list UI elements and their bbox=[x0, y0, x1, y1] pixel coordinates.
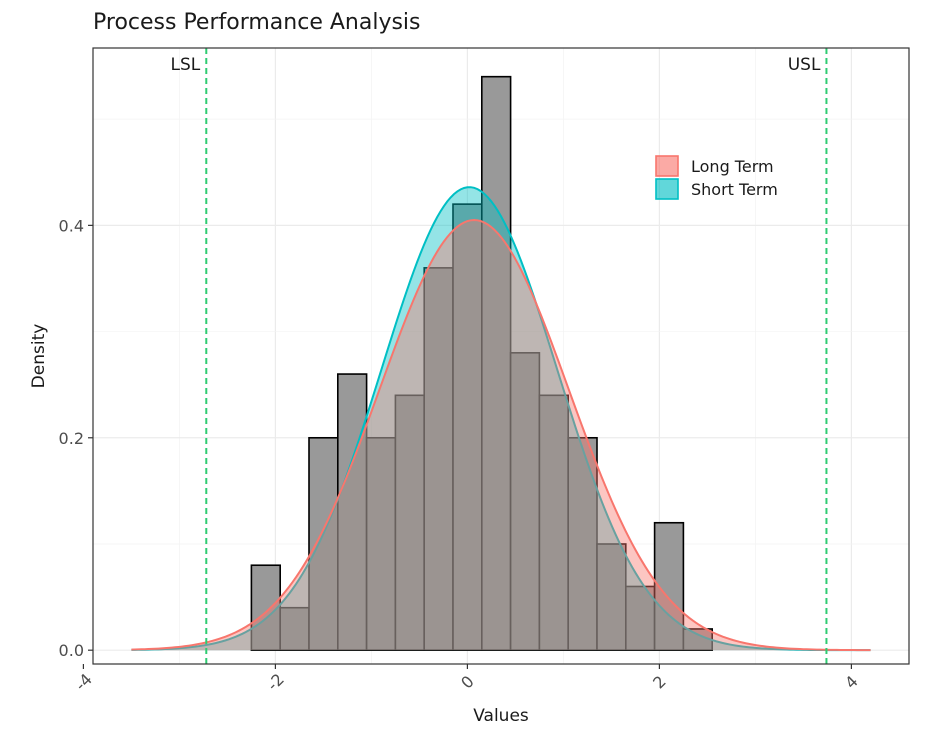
histogram-bar bbox=[250, 564, 281, 651]
x-tick-label: -4 bbox=[71, 670, 96, 695]
legend-key-short-term bbox=[655, 178, 679, 200]
x-tick-label: 0 bbox=[457, 672, 478, 693]
legend-label-long-term: Long Term bbox=[691, 157, 774, 176]
x-tick-label: 4 bbox=[841, 672, 862, 693]
y-axis-title: Density bbox=[29, 324, 49, 389]
histogram-bar bbox=[480, 75, 512, 651]
y-tick-label: 0.4 bbox=[59, 216, 84, 235]
chart-title: Process Performance Analysis bbox=[93, 10, 421, 35]
legend: Long Term Short Term bbox=[655, 155, 778, 200]
histogram-bar bbox=[308, 436, 339, 651]
lsl-label: LSL bbox=[171, 55, 201, 75]
x-tick-label: -2 bbox=[263, 670, 288, 695]
histogram-bar bbox=[509, 352, 541, 651]
x-tick-label: 2 bbox=[649, 672, 670, 693]
y-tick-label: 0.2 bbox=[59, 429, 84, 448]
x-axis-title: Values bbox=[473, 706, 529, 726]
plot-area bbox=[131, 48, 871, 664]
panel-border bbox=[92, 47, 910, 665]
short-term-density-area bbox=[131, 187, 871, 651]
histogram-bar bbox=[423, 267, 454, 651]
histogram-bar bbox=[452, 203, 483, 651]
y-tick-label: 0.0 bbox=[59, 641, 84, 660]
usl-label: USL bbox=[788, 55, 821, 75]
histogram-bar bbox=[538, 394, 570, 651]
legend-label-short-term: Short Term bbox=[691, 180, 778, 199]
long-term-density-line bbox=[131, 219, 871, 652]
legend-key-long-term bbox=[655, 155, 679, 177]
short-term-density-line bbox=[131, 186, 871, 652]
long-term-density-area bbox=[131, 220, 871, 651]
